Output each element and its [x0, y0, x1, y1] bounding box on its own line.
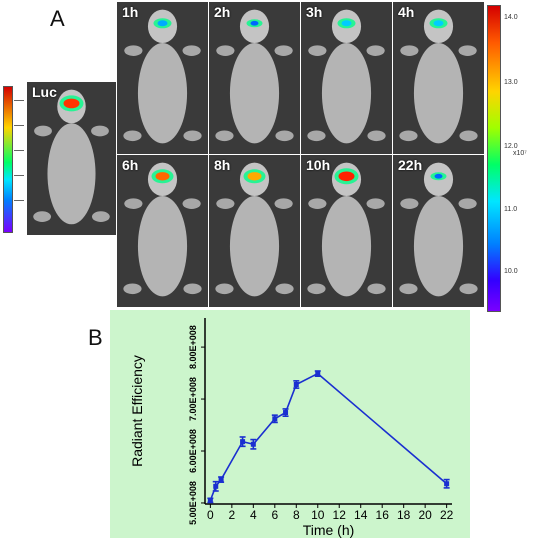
x-tick-label: 10 [311, 508, 325, 522]
data-point [272, 416, 278, 422]
data-point [218, 477, 224, 483]
small-colorbar-tick [14, 125, 24, 126]
fluorescence-hotspot [338, 171, 355, 182]
data-point [240, 439, 246, 445]
x-tick-label: 20 [418, 508, 432, 522]
colorbar-tick: 14.0 [504, 14, 518, 21]
fluorescence-hotspot [63, 98, 80, 109]
mouse-silhouette [123, 9, 202, 144]
mouse-image-tile: 8h [209, 155, 300, 307]
y-tick-label: 6.00E+008 [188, 429, 198, 473]
small-colorbar-tick [14, 100, 24, 101]
colorbar-tick: 12.0 [504, 143, 518, 150]
small-colorbar [3, 86, 13, 233]
y-tick-label: 7.00E+008 [188, 377, 198, 421]
tile-time-label: 4h [398, 4, 415, 20]
tile-time-label: 8h [214, 157, 231, 173]
x-tick-label: 18 [397, 508, 411, 522]
tile-time-label: 3h [306, 4, 323, 20]
fluorescence-hotspot [434, 173, 443, 179]
colorbar-unit: x10⁷ [513, 150, 527, 157]
mouse-silhouette [307, 9, 386, 144]
small-colorbar-tick [14, 200, 24, 201]
mouse-silhouette [399, 9, 478, 144]
colorbar-tick: 13.0 [504, 79, 518, 86]
panel-b-letter: B [88, 325, 103, 350]
x-tick-label: 2 [229, 508, 236, 522]
data-point [283, 410, 289, 416]
mouse-silhouette [399, 162, 478, 297]
data-point [293, 382, 299, 388]
x-tick-label: 16 [376, 508, 390, 522]
tile-time-label: 2h [214, 4, 231, 20]
fluorescence-hotspot [157, 20, 168, 27]
chart-background [110, 310, 470, 538]
mouse-image-tile: 3h [301, 2, 392, 154]
x-tick-label: 6 [271, 508, 278, 522]
mouse-silhouette [215, 162, 294, 297]
data-point [207, 497, 213, 503]
tile-time-label: 1h [122, 4, 139, 20]
mouse-image-tile: Luc [27, 82, 116, 235]
mouse-image-tile: 6h [117, 155, 208, 307]
y-axis-title: Radiant Efficiency [129, 355, 145, 467]
y-tick-label: 5.00E+008 [188, 481, 198, 525]
small-colorbar-tick [14, 150, 24, 151]
data-point [315, 371, 321, 377]
fluorescence-hotspot [433, 20, 444, 27]
mouse-silhouette [307, 162, 386, 297]
x-tick-label: 14 [354, 508, 368, 522]
panel-a-letter: A [50, 6, 65, 31]
tile-time-label: 22h [398, 157, 423, 173]
colorbar-tick: 10.0 [504, 268, 518, 275]
mouse-silhouette [123, 162, 202, 297]
small-colorbar-tick [14, 175, 24, 176]
mouse-image-tile: 10h [301, 155, 392, 307]
fluorescence-hotspot [341, 20, 352, 27]
data-point [213, 483, 219, 489]
radiant-efficiency-chart: 0 2 4 6 8 10 12 14 16 18 20 22 5.00E+008 6.00E+008 7.0… [110, 310, 470, 543]
fluorescence-hotspot [250, 20, 259, 26]
data-point [444, 481, 450, 487]
mouse-image-tile: 1h [117, 2, 208, 154]
fluorescence-hotspot [155, 172, 170, 181]
colorbar-tick: 11.0 [504, 206, 518, 213]
mouse-silhouette [33, 89, 110, 225]
mouse-image-tile: 2h [209, 2, 300, 154]
tile-time-label: 10h [306, 157, 331, 173]
x-tick-label: 12 [333, 508, 347, 522]
x-tick-label: 8 [293, 508, 300, 522]
colorbar [487, 5, 501, 312]
fluorescence-hotspot [247, 172, 262, 181]
x-tick-label: 22 [440, 508, 454, 522]
mouse-image-tile: 22h [393, 155, 484, 307]
mouse-image-tile: 4h [393, 2, 484, 154]
x-tick-label: 4 [250, 508, 257, 522]
x-axis-title: Time (h) [303, 522, 355, 538]
x-tick-label: 0 [207, 508, 214, 522]
mouse-silhouette [215, 9, 294, 144]
tile-time-label: 6h [122, 157, 139, 173]
y-tick-label: 8.00E+008 [188, 325, 198, 369]
tile-time-label: Luc [32, 84, 57, 100]
data-point [250, 441, 256, 447]
